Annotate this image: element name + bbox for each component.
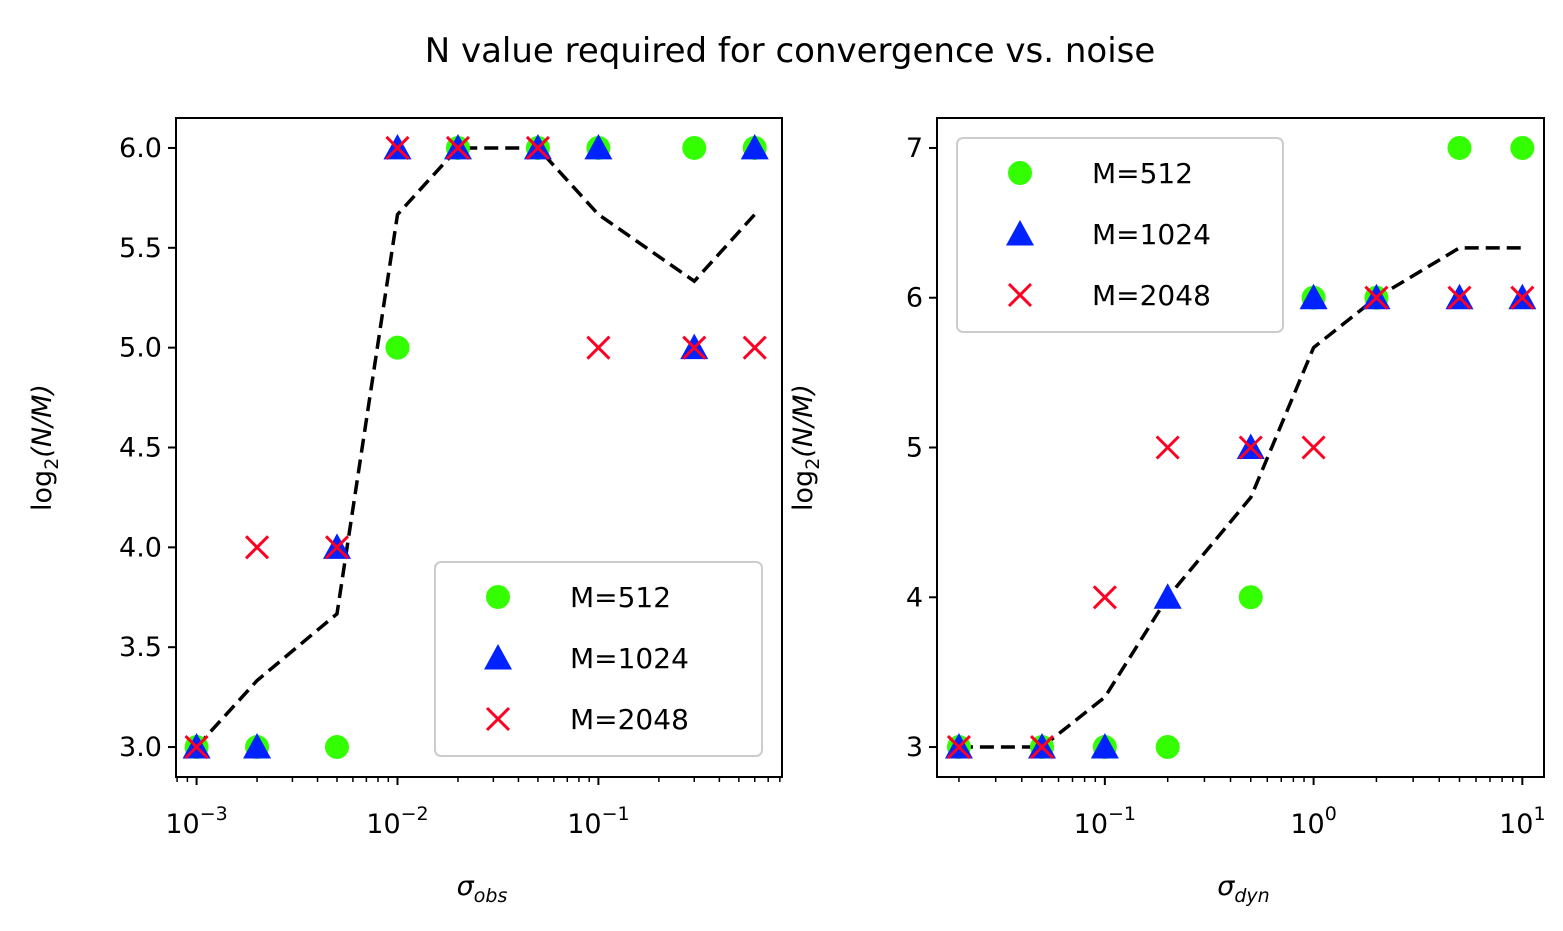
data-point: [1299, 283, 1328, 310]
legend-box: [956, 137, 1284, 333]
y-axis-label: log2(N/M): [27, 384, 63, 511]
y-tick-label: 4.0: [119, 532, 162, 563]
legend-label: M=2048: [570, 703, 689, 736]
legend-label: M=512: [570, 581, 671, 614]
legend-label: M=1024: [570, 642, 689, 675]
y-tick-label: 3: [906, 732, 923, 763]
y-tick-label: 5: [906, 433, 923, 464]
data-point: [1238, 435, 1263, 460]
data-point: [1155, 435, 1180, 460]
legend-marker: [1007, 282, 1033, 308]
legend: M=512 M=1024 M=2048: [434, 561, 763, 757]
data-point: [1447, 135, 1472, 160]
data-point: [325, 735, 350, 760]
data-point: [1510, 135, 1535, 160]
x-tick-label: 10−3: [165, 803, 227, 840]
data-point: [1238, 585, 1263, 610]
data-point: [324, 535, 350, 560]
x-tick-label: 101: [1499, 803, 1545, 840]
data-point: [742, 335, 767, 360]
legend-marker: [485, 706, 511, 732]
chart-panel-1: 3.0 3.5 4.0 4.5 5.0 5.5 6.0 10−3 10−2 10−1 σobs log…: [27, 117, 783, 907]
data-point: [1029, 734, 1055, 760]
y-tick-label: 6.0: [119, 133, 162, 164]
data-point: [1153, 583, 1182, 609]
x-tick-label: 100: [1290, 803, 1336, 840]
y-tick-label: 5.0: [119, 333, 162, 364]
data-point: [1092, 585, 1117, 610]
figure-title: N value required for convergence vs. noi…: [425, 31, 1156, 71]
legend-marker: [1006, 220, 1034, 246]
legend-marker: [1008, 161, 1032, 185]
data-point: [1155, 735, 1180, 760]
series-m-2048: [946, 285, 1535, 760]
data-point: [584, 133, 613, 160]
data-point: [1447, 285, 1472, 310]
data-point: [243, 733, 272, 759]
x-tick-label: 10−2: [366, 803, 428, 840]
data-point: [946, 734, 972, 760]
legend-marker: [486, 585, 510, 609]
y-tick-label: 5.5: [119, 233, 162, 264]
legend-marker: [484, 644, 512, 670]
series-m-2048: [184, 135, 767, 760]
trend-line: [195, 146, 756, 749]
data-point: [1364, 285, 1389, 310]
legend-label: M=512: [1092, 157, 1193, 190]
y-tick-label: 7: [906, 133, 923, 164]
data-point: [385, 335, 410, 360]
y-tick-label: 4.5: [119, 433, 162, 464]
legend-box: [434, 561, 763, 757]
data-point: [1510, 285, 1535, 310]
x-tick-label: 10−1: [1074, 803, 1136, 840]
data-point: [1301, 435, 1326, 460]
data-point: [1090, 733, 1119, 759]
legend-label: M=2048: [1092, 279, 1211, 312]
data-point: [525, 135, 550, 161]
y-tick-label: 4: [906, 582, 923, 613]
y-tick-label: 3.0: [119, 732, 162, 763]
data-point: [682, 335, 707, 360]
x-axis-label: σdyn: [1217, 871, 1269, 907]
data-point: [586, 335, 611, 360]
legend-label: M=1024: [1092, 218, 1211, 251]
y-tick-label: 3.5: [119, 632, 162, 663]
data-point: [385, 135, 410, 161]
data-point: [244, 535, 270, 560]
data-point: [184, 734, 209, 760]
data-point: [682, 135, 707, 160]
legend: M=512 M=1024 M=2048: [956, 137, 1284, 333]
y-axis-label: log2(N/M): [788, 384, 824, 511]
x-tick-label: 10−1: [567, 803, 629, 840]
trend-line: [958, 246, 1523, 749]
x-axis-label: σobs: [457, 871, 508, 907]
data-point: [445, 135, 471, 161]
y-tick-label: 6: [906, 283, 923, 314]
data-point: [740, 133, 769, 160]
